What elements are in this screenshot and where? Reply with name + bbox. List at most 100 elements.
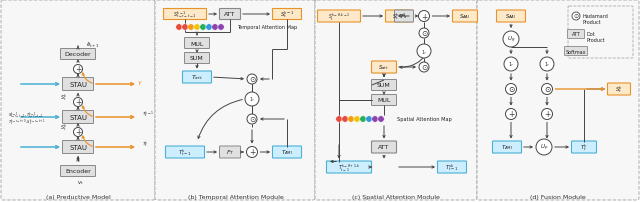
FancyBboxPatch shape (371, 141, 397, 153)
Text: $v_t$: $v_t$ (77, 178, 83, 186)
Text: $T^{sk}_{t-1}$: $T^{sk}_{t-1}$ (445, 162, 459, 173)
FancyBboxPatch shape (564, 47, 588, 56)
Text: ⊙: ⊙ (573, 14, 579, 19)
Circle shape (541, 109, 552, 120)
Text: $\gamma$: $\gamma$ (137, 79, 143, 87)
Text: Product: Product (583, 20, 602, 25)
Text: $T_{AMI}$: $T_{AMI}$ (281, 148, 293, 157)
Text: $T^k_t$: $T^k_t$ (142, 139, 149, 149)
Text: STAU: STAU (69, 144, 87, 150)
Text: +: + (75, 98, 81, 107)
Text: $T^k_{t-1}$: $T^k_{t-1}$ (178, 147, 192, 158)
Text: Hadamard: Hadamard (583, 14, 609, 19)
Text: $S^{k-\theta,k-1}_t$: $S^{k-\theta,k-1}_t$ (328, 11, 350, 23)
Text: $T_{att}$: $T_{att}$ (191, 73, 203, 82)
Text: $T^{k-r-t+0}_t, S^{k-r-t+1}_t$: $T^{k-r-t+0}_t, S^{k-r-t+1}_t$ (8, 117, 46, 128)
Text: $S^{k-1}_t$: $S^{k-1}_t$ (280, 9, 294, 20)
Circle shape (506, 109, 516, 120)
Text: STAU: STAU (69, 115, 87, 120)
Circle shape (212, 25, 218, 31)
Text: SUM: SUM (377, 83, 391, 88)
FancyBboxPatch shape (61, 166, 95, 177)
FancyBboxPatch shape (182, 72, 211, 84)
FancyBboxPatch shape (568, 7, 633, 59)
Text: Dot: Dot (587, 32, 596, 37)
Text: ATT: ATT (378, 145, 390, 150)
Text: +: + (75, 65, 81, 74)
FancyBboxPatch shape (497, 11, 525, 23)
Circle shape (506, 84, 516, 95)
Text: 1-: 1- (545, 62, 549, 67)
Text: ⊙: ⊙ (421, 29, 427, 38)
FancyBboxPatch shape (184, 38, 209, 49)
Text: $S_{AAI}$: $S_{AAI}$ (460, 13, 470, 21)
Text: $T^k_t$: $T^k_t$ (580, 142, 588, 153)
FancyBboxPatch shape (607, 84, 630, 96)
Text: $S^k_t$: $S^k_t$ (615, 84, 623, 95)
Text: MUL: MUL (190, 41, 204, 46)
Text: +: + (249, 148, 255, 157)
Circle shape (572, 13, 580, 21)
Text: ATT: ATT (572, 32, 580, 37)
Circle shape (354, 116, 360, 123)
FancyBboxPatch shape (63, 78, 93, 91)
Circle shape (188, 25, 194, 31)
Text: STAU: STAU (69, 82, 87, 87)
FancyBboxPatch shape (371, 95, 397, 106)
FancyBboxPatch shape (273, 9, 301, 20)
Text: Product: Product (587, 38, 605, 43)
Text: $U_p$: $U_p$ (540, 142, 548, 152)
Text: (c) Spatial Attention Module: (c) Spatial Attention Module (352, 195, 440, 200)
FancyBboxPatch shape (1, 1, 155, 200)
Circle shape (246, 147, 257, 158)
FancyBboxPatch shape (385, 11, 413, 23)
FancyBboxPatch shape (452, 11, 477, 23)
FancyBboxPatch shape (184, 53, 209, 64)
Text: $T_{AMI}$: $T_{AMI}$ (501, 143, 513, 152)
Circle shape (366, 116, 372, 123)
Circle shape (194, 25, 200, 31)
Text: Decoder: Decoder (65, 52, 92, 57)
Text: (b) Temporal Attention Module: (b) Temporal Attention Module (188, 195, 284, 200)
Circle shape (378, 116, 384, 123)
Circle shape (247, 75, 257, 85)
Circle shape (245, 93, 259, 106)
Text: Spatial Attention Map: Spatial Attention Map (397, 117, 452, 122)
Circle shape (200, 25, 206, 31)
Text: ATT: ATT (224, 13, 236, 17)
Text: $T^{k-\theta+1,k}_{t-1}$: $T^{k-\theta+1,k}_{t-1}$ (338, 162, 360, 173)
FancyBboxPatch shape (326, 161, 371, 173)
Circle shape (419, 29, 429, 39)
Circle shape (419, 12, 429, 22)
FancyBboxPatch shape (568, 30, 584, 39)
FancyBboxPatch shape (371, 62, 397, 74)
Text: (a) Preductive Model: (a) Preductive Model (45, 195, 110, 200)
Text: $S^{k-1}_{t-r-t-1}$: $S^{k-1}_{t-r-t-1}$ (173, 9, 196, 20)
Text: Encoder: Encoder (65, 169, 91, 174)
Circle shape (360, 116, 366, 123)
Text: ⊙: ⊙ (249, 75, 255, 84)
FancyBboxPatch shape (317, 11, 360, 23)
Circle shape (503, 32, 519, 48)
Text: +: + (508, 110, 514, 119)
Text: 1-: 1- (422, 49, 426, 54)
Circle shape (206, 25, 212, 31)
Text: +: + (421, 13, 427, 21)
FancyBboxPatch shape (163, 9, 207, 20)
Text: $S^k_t$: $S^k_t$ (60, 122, 68, 133)
Text: ⊙: ⊙ (421, 63, 427, 72)
FancyBboxPatch shape (477, 1, 639, 200)
Text: $T^{k-1}_t$: $T^{k-1}_t$ (142, 109, 154, 120)
FancyBboxPatch shape (166, 146, 205, 158)
Circle shape (336, 116, 342, 123)
Text: 1-: 1- (509, 62, 513, 67)
FancyBboxPatch shape (315, 1, 477, 200)
Circle shape (348, 116, 354, 123)
FancyBboxPatch shape (61, 49, 95, 60)
FancyBboxPatch shape (493, 141, 522, 153)
Text: 1-: 1- (250, 97, 255, 102)
Text: SUM: SUM (190, 56, 204, 61)
Text: $S^{k-1}_{t-r-t-1}, T^{k-1}_{t-r-t-1}$: $S^{k-1}_{t-r-t-1}, T^{k-1}_{t-r-t-1}$ (8, 110, 44, 121)
Circle shape (74, 128, 83, 137)
Text: $F_s$: $F_s$ (400, 13, 408, 21)
